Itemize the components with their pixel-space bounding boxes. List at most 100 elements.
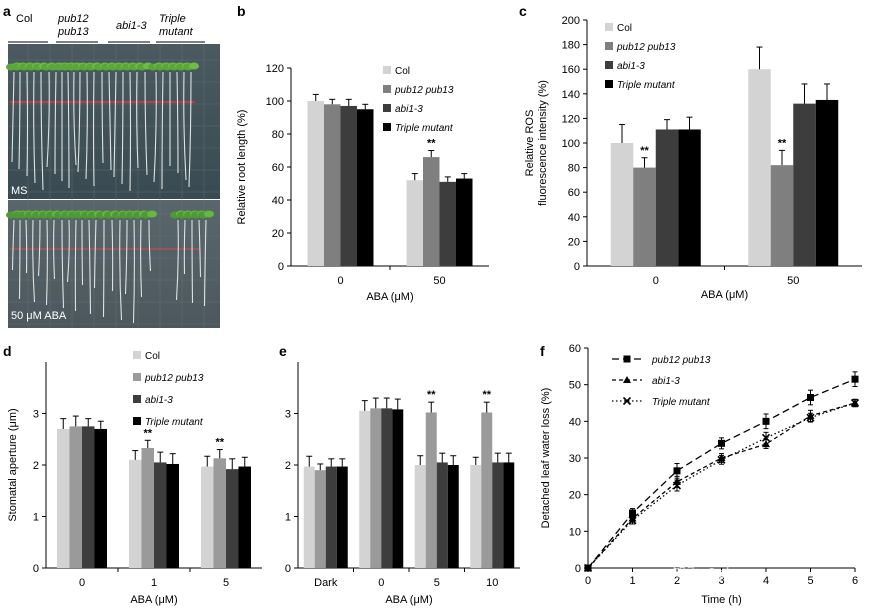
panel-a-label: a [3,3,11,19]
seedling-root [111,219,114,292]
header-line: pub13 [57,26,89,38]
seedling-root [40,71,44,191]
bar-col [414,465,426,568]
bar-col [470,465,482,568]
bar-pub12-pub13 [314,470,326,568]
legend-label: abi1-3 [145,395,173,406]
bar-abi1-3 [655,129,679,266]
marker-stroke [806,413,815,422]
legend-label: abi1-3 [652,376,680,387]
seedling-root [18,219,21,300]
x-tick-label: 1 [151,577,157,589]
data-point [762,417,770,425]
legend-label: pub12 pub13 [651,355,711,366]
bar-abi1-3 [492,462,504,568]
panel-b-label: b [237,3,246,19]
seedling-root [144,71,148,176]
legend-swatch [133,351,141,359]
bar-abi1-3 [436,462,448,568]
data-point [672,481,682,490]
seedling-root [32,219,36,303]
data-point [623,376,631,383]
y-tick-label: 50 [569,380,581,392]
bar-pub12-pub13 [324,104,341,266]
seedling-root [74,219,77,312]
seedling-root [33,71,36,184]
seedling-root [101,71,104,164]
x-tick-label: 3 [718,575,724,587]
bar-col [303,466,315,568]
header-line: abi1-3 [116,20,147,32]
legend-label: abi1-3 [395,104,423,115]
y-tick-label: 0 [574,261,580,273]
marker-stroke [583,563,593,573]
y-tick-label: 80 [272,129,284,141]
x-axis-label: ABA (μM) [701,289,748,301]
bar-triple-mutant [503,462,515,568]
panel-b: b 0 20 40 60 80 100 120 0 50 ** Relative root lengt… [236,3,489,303]
bar-pub12-pub13 [213,458,226,568]
data-point [850,398,860,408]
legend-label: Triple mutant [145,417,204,428]
seedling-root [11,71,15,163]
seedling-root [77,71,81,173]
bar-triple-mutant [447,465,459,568]
bar-pub12-pub13 [425,412,437,568]
y-tick-label: 100 [562,138,580,150]
y-tick-label: 10 [569,526,581,538]
panel-e: e 0 1 2 3 Dark 0 5 10 ** ** ABA (μM) [279,343,520,606]
y-tick-label: 1 [33,512,39,524]
seedling-root [85,71,88,180]
seedling-root [102,219,105,318]
x-axis-label: Time (h) [701,594,742,606]
header-pub12-pub13: pub12 pub13 [57,13,89,38]
series-abi1-3 [584,398,859,571]
significance-marker: ** [143,427,152,439]
panel-c: c 0 20 40 60 80 100 120 140 160 180 200 0 50 ** ** Relat… [519,3,862,301]
panel-f-label: f [540,343,545,359]
data-point [673,467,681,475]
panel-e-label: e [279,343,287,359]
y-tick-label: 60 [569,343,581,355]
y-tick-label: 40 [272,195,284,207]
series-pub12-pub13 [584,371,859,572]
series-line [587,378,856,569]
x-tick-label: 50 [433,275,445,287]
ms-condition-label: MS [11,185,28,197]
seedlings [6,62,214,324]
seedling-root [54,71,57,175]
y-tick-label: 20 [569,490,581,502]
aba-condition-label: 50 μM ABA [11,310,67,322]
bar-pub12-pub13 [141,448,154,568]
x-tick-label: 2 [674,575,680,587]
y-tick-label: 20 [568,236,580,248]
seedling-root [161,71,164,190]
x-tick-label: 10 [486,577,498,589]
bar-triple-mutant [456,178,473,266]
bar-triple-mutant [678,129,701,266]
seedling-root [37,219,41,277]
marker-stroke [717,455,726,464]
marker-stroke [761,433,771,442]
bar-abi1-3 [226,469,239,568]
seedling-root [191,219,194,304]
aba-plate-photo [8,200,220,328]
data-point [717,455,726,464]
seedling-root [148,219,152,272]
bar-pub12-pub13 [481,412,493,568]
x-axis-label: ABA (μM) [366,291,413,303]
bar-pub12-pub13 [370,408,382,568]
seedling-root [183,71,187,181]
panel-c-label: c [519,3,527,19]
seedling-root [18,71,21,170]
legend-swatch [383,123,391,131]
header-col: Col [16,13,33,25]
panel-a: a Col pub12 pub13 abi1-3 Triple mutant MS … [3,3,220,328]
marker-stroke [628,516,637,525]
y-tick-label: 140 [562,89,580,101]
bar-triple-mutant [392,409,404,568]
bar-col [307,101,324,266]
seedling-root [81,219,84,286]
y-tick-label: 0 [575,563,581,575]
legend-swatch [383,85,391,93]
